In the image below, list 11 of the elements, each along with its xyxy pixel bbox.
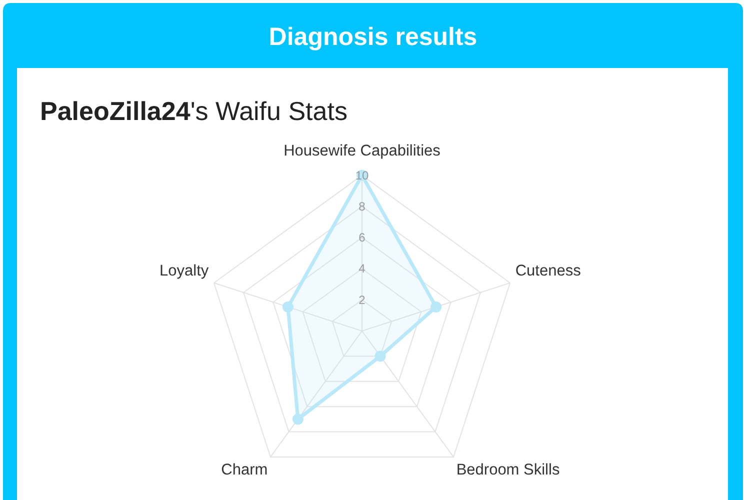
spoke-label: Cuteness (515, 262, 582, 280)
chart-subtitle: PaleoZilla24's Waifu Stats (40, 96, 348, 126)
spoke-label: Charm (221, 462, 268, 479)
spoke-label: Housewife Capabilities (284, 142, 441, 160)
y-tick-label: 8 (358, 199, 366, 214)
spoke-label: Bedroom Skills (456, 462, 560, 479)
y-tick-label: 2 (358, 292, 366, 307)
y-tick-label: 4 (358, 262, 366, 276)
y-tick-label: 6 (358, 230, 366, 245)
chart-title: Diagnosis results (268, 23, 478, 51)
spoke-label: Loyalty (160, 262, 209, 280)
